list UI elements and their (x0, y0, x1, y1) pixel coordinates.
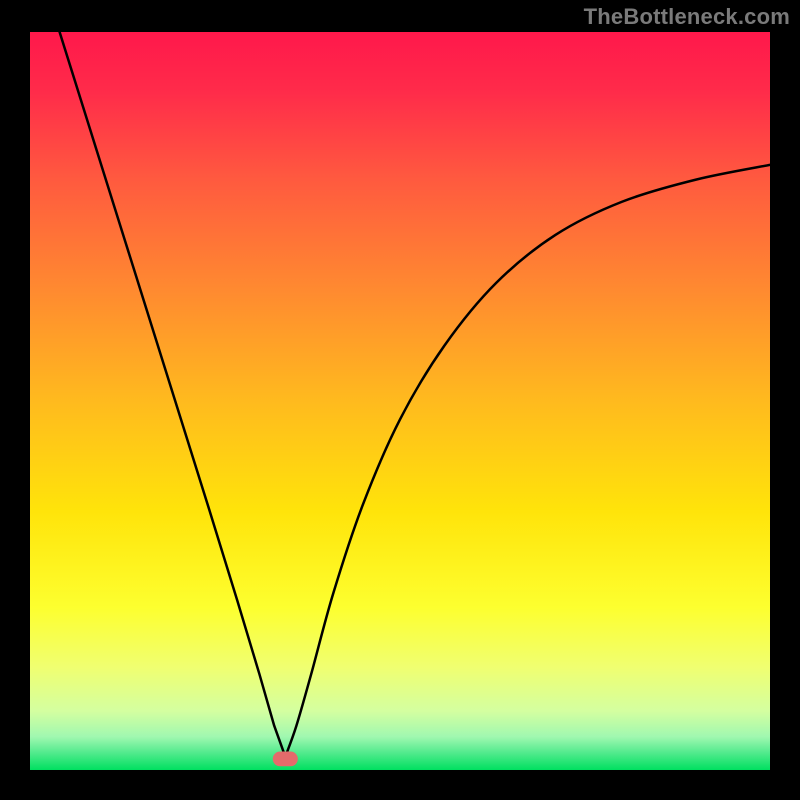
bottleneck-chart (30, 32, 770, 770)
vertex-marker (273, 752, 298, 767)
plot-background (30, 32, 770, 770)
watermark-text: TheBottleneck.com (584, 4, 790, 30)
chart-frame: TheBottleneck.com (0, 0, 800, 800)
